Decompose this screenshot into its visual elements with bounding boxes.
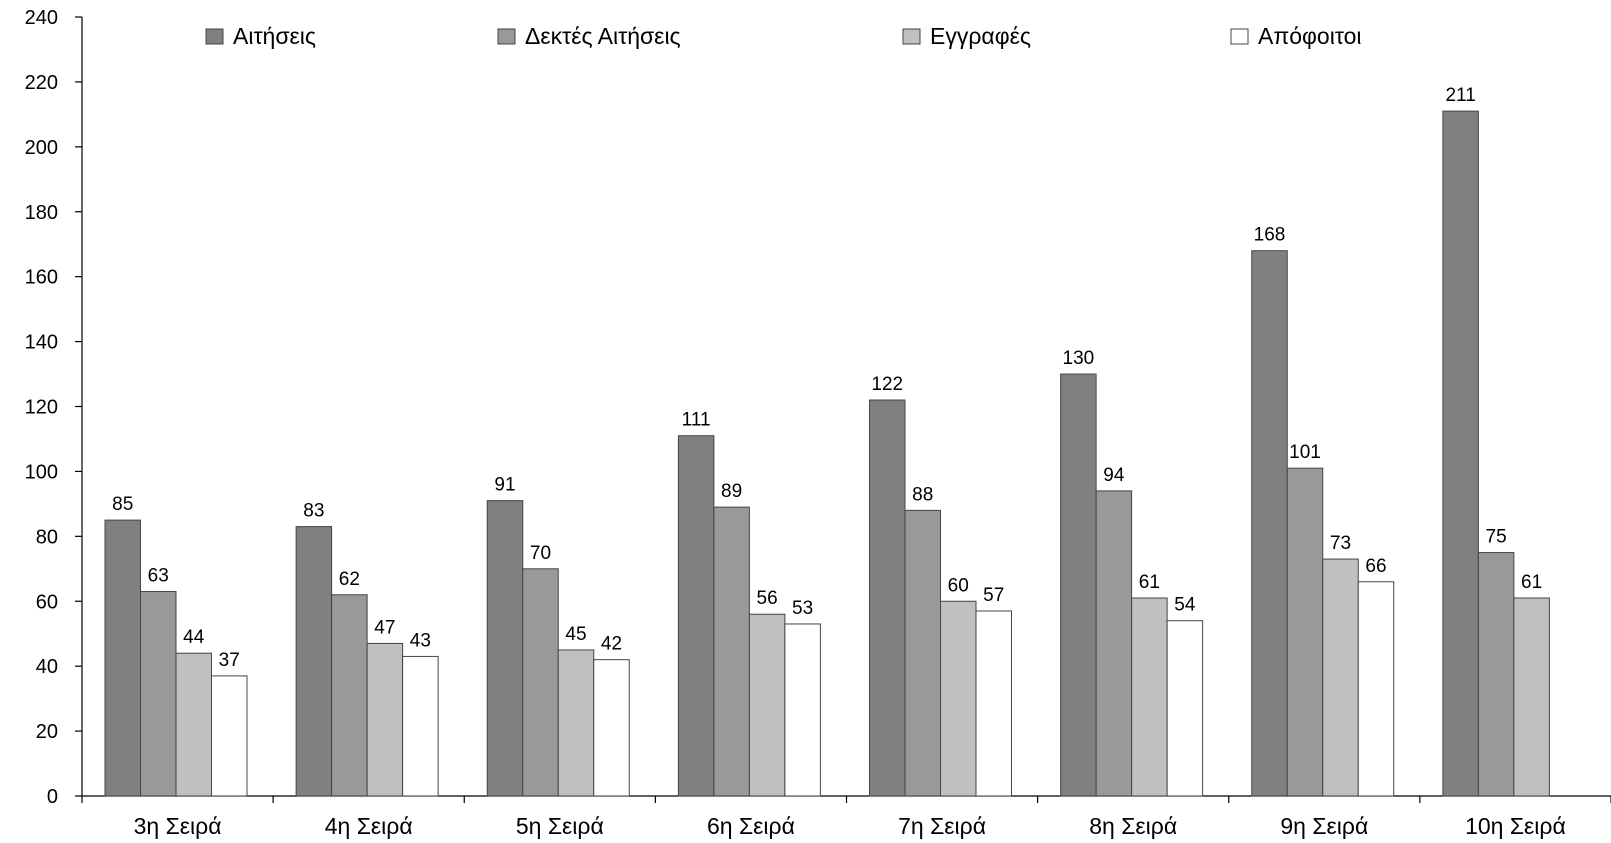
bar [140, 591, 177, 797]
bar [1166, 620, 1204, 797]
data-label: 91 [494, 475, 515, 496]
data-label: 57 [983, 585, 1004, 606]
bar [869, 399, 906, 797]
y-tick-label: 240 [25, 7, 58, 29]
x-tick-label: 7η Σειρά [898, 813, 986, 839]
bar [1322, 558, 1359, 797]
x-tick-label: 5η Σειρά [516, 813, 604, 839]
data-label: 88 [912, 484, 933, 505]
data-label: 60 [948, 575, 969, 596]
x-tick-label: 6η Σειρά [707, 813, 795, 839]
y-tick-label: 160 [25, 267, 58, 289]
y-tick-label: 120 [25, 397, 58, 419]
data-label: 73 [1330, 533, 1351, 554]
data-label: 53 [792, 598, 813, 619]
legend-label: Εγγραφές [930, 23, 1031, 49]
data-label: 44 [183, 627, 205, 648]
bar [211, 675, 248, 797]
y-tick-label: 180 [25, 202, 58, 224]
data-label: 42 [601, 634, 622, 655]
y-tick-label: 220 [25, 72, 58, 94]
bar [904, 509, 941, 797]
data-label: 56 [757, 588, 778, 609]
bar [402, 655, 439, 797]
data-label: 45 [565, 624, 586, 645]
bars [104, 110, 1550, 797]
bar [1442, 110, 1479, 797]
y-tick-label: 80 [36, 526, 58, 548]
bar [557, 649, 595, 797]
data-label: 70 [530, 543, 551, 564]
bar [1477, 552, 1515, 797]
bar [331, 594, 368, 797]
data-label: 168 [1254, 225, 1286, 246]
data-label: 111 [682, 410, 711, 431]
data-label: 101 [1289, 442, 1321, 463]
data-label: 89 [721, 481, 742, 502]
bar [713, 506, 750, 797]
data-label: 43 [410, 630, 431, 651]
legend-swatch [205, 28, 224, 45]
data-label: 211 [1445, 85, 1475, 106]
data-label: 94 [1103, 465, 1125, 486]
bar [1286, 467, 1324, 797]
y-tick-label: 60 [36, 591, 58, 613]
data-label: 130 [1063, 348, 1095, 369]
data-labels: 85 83 91 111 122 130 168 211 63 62 70 89 88 94 101 75 44… [112, 85, 1542, 671]
bar [1357, 581, 1395, 797]
bar [486, 500, 524, 797]
data-label: 75 [1486, 527, 1507, 548]
y-tick-label: 0 [47, 786, 58, 808]
bar [677, 435, 715, 797]
bar [104, 519, 141, 797]
data-label: 61 [1521, 572, 1542, 593]
legend-label: Απόφοιτοι [1258, 23, 1361, 49]
x-axis: 3η Σειρά 4η Σειρά 5η Σειρά 6η Σειρά 7η Σειρά… [81, 795, 1611, 839]
y-tick-label: 100 [25, 461, 58, 483]
legend-swatch [1230, 28, 1249, 45]
bar [593, 659, 630, 797]
legend-label: Δεκτές Αιτήσεις [525, 23, 681, 49]
legend-swatch [902, 28, 921, 45]
y-tick-label: 140 [25, 332, 58, 354]
legend-swatch [497, 28, 516, 45]
bar [784, 623, 821, 797]
bar [1095, 490, 1133, 797]
x-tick-label: 9η Σειρά [1280, 813, 1368, 839]
x-tick-label: 10η Σειρά [1465, 813, 1566, 839]
bar [940, 600, 977, 797]
bar [975, 610, 1012, 797]
x-tick-label: 8η Σειρά [1089, 813, 1177, 839]
data-label: 37 [219, 650, 240, 671]
data-label: 54 [1174, 595, 1196, 616]
data-label: 63 [148, 566, 169, 587]
data-label: 62 [339, 569, 360, 590]
data-label: 61 [1139, 572, 1160, 593]
bar [366, 642, 404, 797]
y-axis: 0 20 40 60 80 100 120 140 160 180 200 220 240 [25, 7, 83, 808]
data-label: 66 [1365, 556, 1386, 577]
data-label: 122 [871, 374, 903, 395]
y-tick-label: 20 [36, 721, 58, 743]
bar [295, 526, 333, 797]
legend: Αιτήσεις Δεκτές Αιτήσεις Εγγραφές Απόφοιτοι [205, 23, 1361, 49]
data-label: 83 [303, 501, 324, 522]
x-tick-label: 4η Σειρά [325, 813, 413, 839]
x-tick-label: 3η Σειρά [134, 813, 222, 839]
bar [1131, 597, 1168, 797]
legend-label: Αιτήσεις [233, 23, 316, 49]
bar [522, 568, 559, 797]
y-tick-label: 200 [25, 137, 58, 159]
y-tick-label: 40 [36, 656, 58, 678]
data-label: 47 [374, 617, 395, 638]
bar [1513, 597, 1550, 797]
data-label: 85 [112, 494, 133, 515]
bar [1060, 373, 1097, 797]
bar [175, 652, 212, 797]
bar [748, 613, 786, 797]
bar [1251, 250, 1288, 797]
